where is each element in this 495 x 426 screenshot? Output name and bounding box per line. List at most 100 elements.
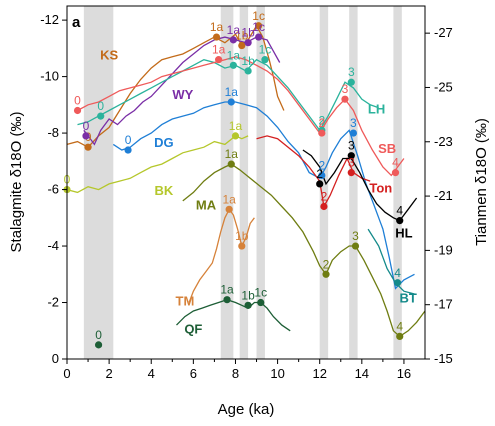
point-label-tm-1a: 1a <box>222 192 236 206</box>
x-axis-title: Age (ka) <box>218 401 275 418</box>
point-label-qf-1c: 1c <box>254 286 267 300</box>
x-tick-label-6: 6 <box>190 366 197 381</box>
point-label-lh-1c: 1c <box>259 43 272 57</box>
point-wy-0 <box>82 132 90 140</box>
y-left-tick-label: -8 <box>47 125 59 140</box>
point-label-tm-1b: 1b <box>235 229 249 243</box>
point-wy-1b <box>244 39 252 47</box>
point-bt-4 <box>394 279 402 287</box>
y-left-tick-label: -12 <box>40 12 59 27</box>
point-hl-4 <box>396 217 404 225</box>
y-right-tick-label: -15 <box>434 351 453 366</box>
x-tick-label-14: 14 <box>355 366 369 381</box>
point-label-sb-0: 0 <box>74 93 81 107</box>
point-label-dg-0: 0 <box>125 133 132 147</box>
shaded-band-5 <box>349 6 358 359</box>
point-ks-1a <box>212 33 221 41</box>
point-label-ma-1a: 1a <box>225 147 239 161</box>
panel-letter: a <box>72 14 81 31</box>
y-right-tick-label: -21 <box>434 188 453 203</box>
data-points: 01a1b1c01a1b1c01a1b1c2301a23401a2301a1a2… <box>63 9 403 349</box>
shaded-band-4 <box>319 6 329 359</box>
point-label-ks-1b: 1b <box>235 29 249 43</box>
point-label-bk-1a: 1a <box>229 119 243 133</box>
series-label-lh: LH <box>368 101 385 116</box>
point-label-lh-2: 2 <box>318 113 325 127</box>
point-lh-0 <box>97 112 105 120</box>
ticks: 0 2 4 6 8 10 12 14 16 0 -2 -4 -6 -8 -10 -12 -15 -17 -19 -21… <box>40 12 453 381</box>
y-left-tick-label: 0 <box>52 351 59 366</box>
point-sb-1a <box>215 56 223 64</box>
point-ks-0 <box>84 143 92 151</box>
point-bk-1a <box>231 132 240 140</box>
series-label-ton: Ton <box>369 180 392 195</box>
point-ton-3 <box>347 169 355 177</box>
point-label-hl-2: 2 <box>316 167 323 181</box>
point-hl-2 <box>316 180 324 188</box>
point-label-ma-2: 2 <box>323 257 330 271</box>
shaded-band-2 <box>239 6 249 359</box>
y-right-tick-label: -17 <box>434 297 453 312</box>
point-tm-1b <box>238 242 246 250</box>
y-left-tick-label: -10 <box>40 69 59 84</box>
point-label-ma-4: 4 <box>396 319 403 333</box>
series-line-ks <box>66 24 285 149</box>
point-wy-1a <box>229 36 237 44</box>
point-dg-3 <box>349 129 357 137</box>
series-label-dg: DG <box>154 135 174 150</box>
point-label-sb-1a: 1a <box>212 43 226 57</box>
y-right-axis-title: Tianmen δ18O (‰) <box>473 118 490 246</box>
y-right-tick-label: -27 <box>434 25 453 40</box>
series-label-ks: KS <box>100 48 118 63</box>
point-label-lh-0: 0 <box>97 99 104 113</box>
x-tick-label-10: 10 <box>270 366 284 381</box>
point-label-ks-1c: 1c <box>252 9 265 23</box>
y-right-tick-label: -23 <box>434 134 453 149</box>
point-label-lh-1a: 1a <box>227 48 241 62</box>
x-tick-label-16: 16 <box>397 366 411 381</box>
shaded-band-0 <box>83 6 114 359</box>
point-label-qf-1a: 1a <box>220 283 234 297</box>
point-qf-1b <box>244 301 252 309</box>
x-tick-label-12: 12 <box>312 366 326 381</box>
shaded-bands <box>83 6 402 359</box>
point-ma-3 <box>351 242 360 250</box>
point-label-ton-2: 2 <box>321 190 328 204</box>
point-ma-1a <box>227 160 235 168</box>
x-tick-label-4: 4 <box>148 366 155 381</box>
point-ks-1b <box>238 41 246 50</box>
point-label-qf-1b: 1b <box>241 288 255 302</box>
point-label-dg-3: 3 <box>350 116 357 130</box>
plot-frame <box>66 5 426 360</box>
point-wy-1c <box>255 33 263 41</box>
point-label-hl-4: 4 <box>396 204 403 218</box>
y-left-axis-title: Stalagmite δ18O (‰) <box>8 112 25 253</box>
shaded-band-3 <box>256 6 265 359</box>
point-sb-4 <box>391 169 400 177</box>
point-lh-1a <box>229 61 237 69</box>
point-sb-0 <box>73 106 82 115</box>
series-line-bt <box>367 228 415 295</box>
point-dg-1a <box>227 98 235 106</box>
point-qf-1c <box>257 298 265 307</box>
point-label-hl-3: 3 <box>348 139 355 153</box>
y-left-tick-label: -6 <box>47 182 59 197</box>
x-tick-label-2: 2 <box>106 366 113 381</box>
point-dg-2 <box>318 171 326 180</box>
point-label-bt-4: 4 <box>394 266 401 280</box>
point-label-wy-0: 0 <box>83 119 90 133</box>
y-right-tick-label: -25 <box>434 79 453 94</box>
point-label-ks-1a: 1a <box>210 20 224 34</box>
point-label-lh-1b: 1b <box>241 54 255 68</box>
series-label-bk: BK <box>154 183 173 198</box>
point-ton-2 <box>320 202 328 211</box>
series-label-hl: HL <box>395 226 412 241</box>
point-label-sb-3: 3 <box>342 82 349 96</box>
shaded-band-1 <box>220 6 234 359</box>
point-label-lh-3: 3 <box>348 65 355 79</box>
series-line-sb <box>77 56 405 177</box>
series-label-sb: SB <box>378 141 396 156</box>
point-label-dg-1a: 1a <box>225 85 239 99</box>
shaded-band-6 <box>393 6 402 359</box>
